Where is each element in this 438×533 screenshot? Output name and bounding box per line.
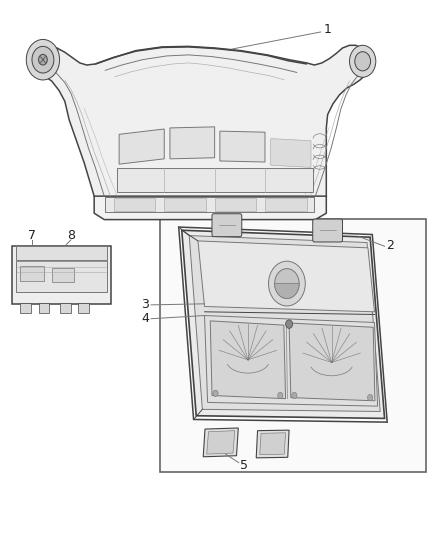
Bar xyxy=(60,303,71,313)
Text: 7: 7 xyxy=(28,229,35,242)
Circle shape xyxy=(268,261,305,306)
Text: 8: 8 xyxy=(67,229,75,242)
Text: 5: 5 xyxy=(240,459,248,472)
Circle shape xyxy=(39,54,47,65)
Polygon shape xyxy=(271,139,311,167)
Polygon shape xyxy=(220,131,265,162)
FancyBboxPatch shape xyxy=(212,214,242,237)
Polygon shape xyxy=(182,230,385,418)
Circle shape xyxy=(292,392,297,399)
Polygon shape xyxy=(117,168,313,192)
Polygon shape xyxy=(16,246,107,260)
Polygon shape xyxy=(210,321,286,399)
Polygon shape xyxy=(260,433,286,455)
Bar xyxy=(78,303,89,313)
Polygon shape xyxy=(215,198,256,211)
Circle shape xyxy=(278,392,283,399)
Text: 1: 1 xyxy=(323,23,331,36)
Text: 2: 2 xyxy=(386,239,394,252)
Polygon shape xyxy=(289,323,375,401)
Bar xyxy=(20,266,44,281)
Polygon shape xyxy=(170,127,215,159)
Bar xyxy=(52,268,74,282)
Circle shape xyxy=(26,39,60,80)
Polygon shape xyxy=(105,197,314,212)
Polygon shape xyxy=(12,246,111,304)
Polygon shape xyxy=(189,236,380,411)
Bar xyxy=(160,219,426,472)
Circle shape xyxy=(350,45,376,77)
Polygon shape xyxy=(207,431,235,454)
Text: 4: 4 xyxy=(141,312,149,325)
Polygon shape xyxy=(256,430,289,458)
Text: 3: 3 xyxy=(141,298,149,311)
Polygon shape xyxy=(16,261,107,292)
Polygon shape xyxy=(114,198,155,211)
Polygon shape xyxy=(94,189,326,220)
Bar xyxy=(39,303,49,313)
Circle shape xyxy=(286,320,293,328)
Polygon shape xyxy=(265,198,307,211)
Polygon shape xyxy=(203,428,238,457)
Circle shape xyxy=(213,390,218,397)
Bar xyxy=(20,303,31,313)
Polygon shape xyxy=(164,198,206,211)
Circle shape xyxy=(355,52,371,71)
Polygon shape xyxy=(119,129,164,164)
Polygon shape xyxy=(205,316,378,406)
Polygon shape xyxy=(198,241,374,312)
Circle shape xyxy=(367,394,373,401)
Polygon shape xyxy=(34,45,371,196)
Wedge shape xyxy=(275,284,299,298)
Circle shape xyxy=(275,269,299,298)
Circle shape xyxy=(32,46,54,73)
FancyBboxPatch shape xyxy=(313,219,343,242)
